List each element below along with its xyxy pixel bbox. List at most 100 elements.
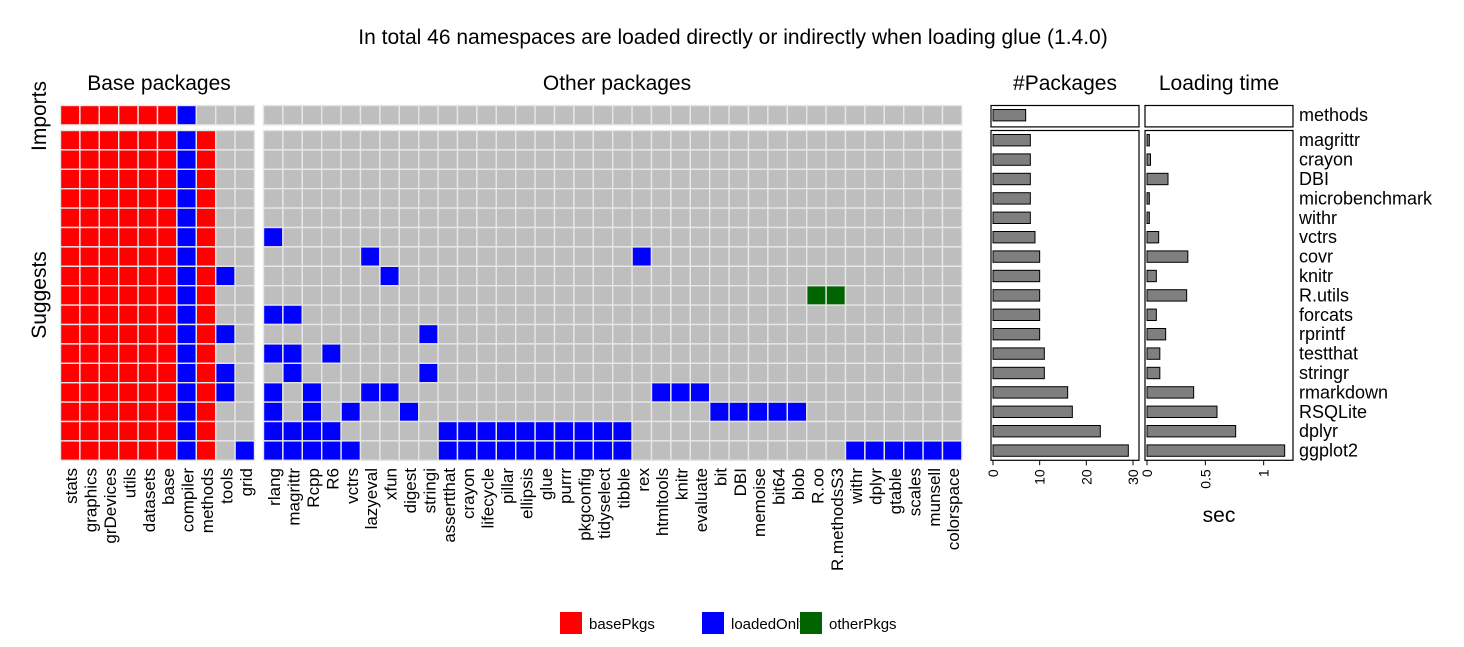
row-label-covr: covr [1299, 247, 1333, 267]
cell-DBI-other-26 [767, 168, 789, 190]
col-label-other-DBI: DBI [731, 468, 750, 496]
cell-testthat-other-33 [903, 343, 924, 364]
cell-vctrs-other-6 [379, 226, 400, 248]
cell-vctrs-other-30 [844, 226, 866, 248]
bar-count-dplyr [992, 425, 1101, 438]
cell-forcats-other-35 [941, 304, 963, 326]
cell-dplyr-other-31 [864, 420, 886, 442]
cell-methods-other-28 [806, 104, 827, 126]
cell-knitr-base-8 [214, 265, 236, 287]
cell-magrittr-other-17 [592, 129, 614, 151]
cell-forcats-other-8 [418, 304, 439, 326]
cell-ggplot2-base-5 [156, 440, 178, 461]
cell-stringr-other-27 [786, 362, 808, 384]
cell-forcats-other-32 [883, 304, 905, 326]
cell-crayon-other-13 [515, 149, 536, 170]
cell-R.utils-base-4 [137, 285, 159, 306]
cell-testthat-other-7 [398, 343, 420, 364]
bar-time-R.utils [1146, 289, 1188, 302]
cell-forcats-other-5 [359, 304, 381, 326]
cell-vctrs-other-31 [864, 226, 886, 248]
cell-knitr-other-31 [864, 265, 886, 287]
cell-R.utils-other-21 [670, 285, 692, 306]
cell-microbenchmark-other-17 [592, 187, 614, 209]
cell-forcats-other-20 [650, 304, 672, 326]
cell-vctrs-other-17 [592, 226, 614, 248]
cell-RSQLite-base-9 [234, 401, 256, 423]
cell-crayon-other-17 [592, 149, 614, 170]
tick-label-count-20: 20 [1078, 469, 1094, 485]
cell-covr-other-15 [553, 246, 575, 267]
cell-methods-other-20 [650, 104, 672, 126]
col-label-base-stats: stats [62, 468, 81, 504]
cell-magrittr-other-12 [495, 129, 517, 151]
cell-stringr-other-11 [476, 362, 497, 384]
cell-microbenchmark-other-1 [282, 187, 303, 209]
cell-microbenchmark-other-28 [806, 187, 827, 209]
cell-vctrs-other-14 [534, 226, 556, 248]
cell-RSQLite-other-25 [747, 401, 769, 423]
cell-stringr-other-23 [709, 362, 730, 384]
cell-ggplot2-other-19 [631, 440, 653, 461]
cell-methods-other-34 [922, 104, 944, 126]
cell-DBI-other-20 [650, 168, 672, 190]
cell-withr-other-23 [709, 207, 730, 229]
cell-ggplot2-other-11 [476, 440, 497, 461]
cell-testthat-base-2 [98, 343, 120, 364]
cell-microbenchmark-other-33 [903, 187, 924, 209]
cell-rprintf-other-26 [767, 323, 789, 345]
cell-rmarkdown-base-2 [98, 382, 120, 403]
cell-microbenchmark-other-25 [747, 187, 769, 209]
cell-rmarkdown-other-12 [495, 382, 517, 403]
cell-rmarkdown-other-33 [903, 382, 924, 403]
cell-methods-other-0 [262, 104, 284, 126]
cell-testthat-other-18 [612, 343, 633, 364]
cell-dplyr-other-23 [709, 420, 730, 442]
cell-vctrs-other-0 [262, 226, 284, 248]
cell-rprintf-other-32 [883, 323, 905, 345]
cell-dplyr-base-6 [176, 420, 197, 442]
tick-label-count-10: 10 [1032, 469, 1048, 485]
cell-ggplot2-other-8 [418, 440, 439, 461]
bar-time-dplyr [1146, 425, 1237, 438]
cell-testthat-other-26 [767, 343, 789, 364]
cell-rmarkdown-other-27 [786, 382, 808, 403]
col-label-base-graphics: graphics [82, 468, 101, 532]
cell-rprintf-other-3 [321, 323, 342, 345]
cell-vctrs-other-35 [941, 226, 963, 248]
col-label-base-compiler: compiler [179, 468, 198, 533]
cell-methods-other-5 [359, 104, 381, 126]
cell-DBI-other-4 [340, 168, 362, 190]
cell-vctrs-base-9 [234, 226, 256, 248]
cell-knitr-base-5 [156, 265, 178, 287]
cell-methods-other-27 [786, 104, 808, 126]
cell-rmarkdown-other-6 [379, 382, 400, 403]
cell-vctrs-base-7 [195, 226, 217, 248]
row-label-RSQLite: RSQLite [1299, 402, 1367, 422]
cell-R.utils-other-19 [631, 285, 653, 306]
cell-methods-base-7 [195, 104, 217, 126]
cell-magrittr-other-10 [456, 129, 478, 151]
cell-forcats-other-4 [340, 304, 362, 326]
cell-crayon-other-18 [612, 149, 633, 170]
cell-testthat-base-6 [176, 343, 197, 364]
cell-knitr-other-12 [495, 265, 517, 287]
cell-covr-other-19 [631, 246, 653, 267]
col-label-other-crayon: crayon [459, 468, 478, 519]
cell-R.utils-base-2 [98, 285, 120, 306]
cell-ggplot2-other-25 [747, 440, 769, 461]
cell-covr-other-0 [262, 246, 284, 267]
cell-vctrs-other-11 [476, 226, 497, 248]
cell-forcats-base-8 [214, 304, 236, 326]
cell-RSQLite-other-0 [262, 401, 284, 423]
cell-DBI-other-34 [922, 168, 944, 190]
cell-magrittr-other-20 [650, 129, 672, 151]
cell-forcats-other-0 [262, 304, 284, 326]
cell-withr-other-0 [262, 207, 284, 229]
bar-time-vctrs [1146, 231, 1160, 244]
cell-vctrs-other-7 [398, 226, 420, 248]
row-label-rmarkdown: rmarkdown [1299, 382, 1388, 402]
cell-dplyr-other-14 [534, 420, 556, 442]
cell-covr-other-23 [709, 246, 730, 267]
cell-vctrs-base-3 [117, 226, 139, 248]
